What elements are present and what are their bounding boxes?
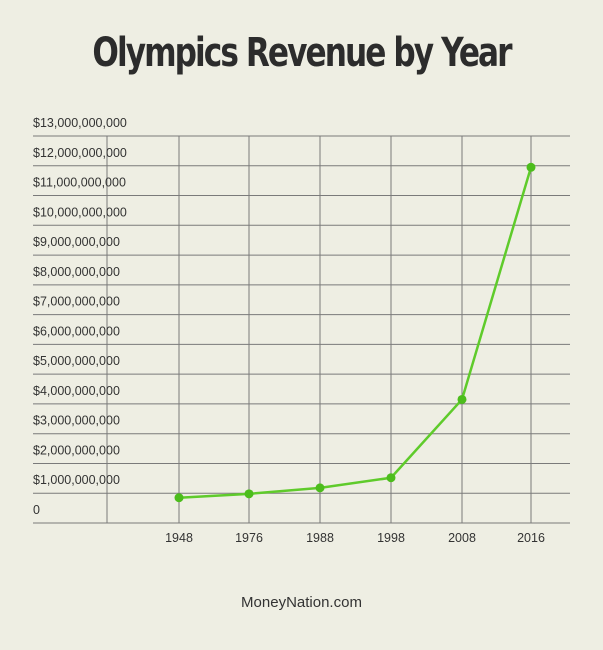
y-tick-label: $10,000,000,000	[33, 205, 127, 219]
y-tick-label: $5,000,000,000	[33, 354, 120, 368]
chart-title: Olympics Revenue by Year	[92, 30, 512, 76]
y-tick-label: $8,000,000,000	[33, 265, 120, 279]
data-point	[457, 394, 467, 404]
y-tick-label: $9,000,000,000	[33, 235, 120, 249]
y-axis-labels: 0 $1,000,000,000 $2,000,000,000 $3,000,000,…	[33, 116, 127, 517]
y-tick-label: $4,000,000,000	[33, 384, 120, 398]
x-tick-label: 2016	[517, 531, 545, 545]
y-tick-label: 0	[33, 503, 40, 517]
y-tick-label: $7,000,000,000	[33, 295, 120, 309]
data-point	[386, 473, 396, 483]
data-point	[174, 493, 184, 503]
grid-layer	[33, 135, 570, 524]
x-tick-label: 2008	[448, 531, 476, 545]
x-tick-label: 1976	[235, 531, 263, 545]
y-tick-label: $12,000,000,000	[33, 146, 127, 160]
y-tick-label: $6,000,000,000	[33, 324, 120, 338]
y-tick-label: $11,000,000,000	[33, 176, 126, 190]
x-tick-label: 1948	[165, 531, 193, 545]
x-axis-labels: 1948 1976 1988 1998 2008 2016	[165, 531, 545, 545]
source-credit: MoneyNation.com	[241, 594, 362, 611]
x-tick-label: 1988	[306, 531, 334, 545]
series-line	[178, 166, 533, 499]
x-tick-label: 1998	[377, 531, 405, 545]
y-tick-label: $3,000,000,000	[33, 414, 120, 428]
y-tick-label: $13,000,000,000	[33, 116, 127, 130]
data-point	[315, 483, 325, 493]
series-layer	[174, 162, 536, 503]
data-point	[526, 162, 536, 172]
data-point	[244, 489, 254, 499]
y-tick-label: $2,000,000,000	[33, 443, 120, 457]
y-tick-label: $1,000,000,000	[33, 473, 120, 487]
